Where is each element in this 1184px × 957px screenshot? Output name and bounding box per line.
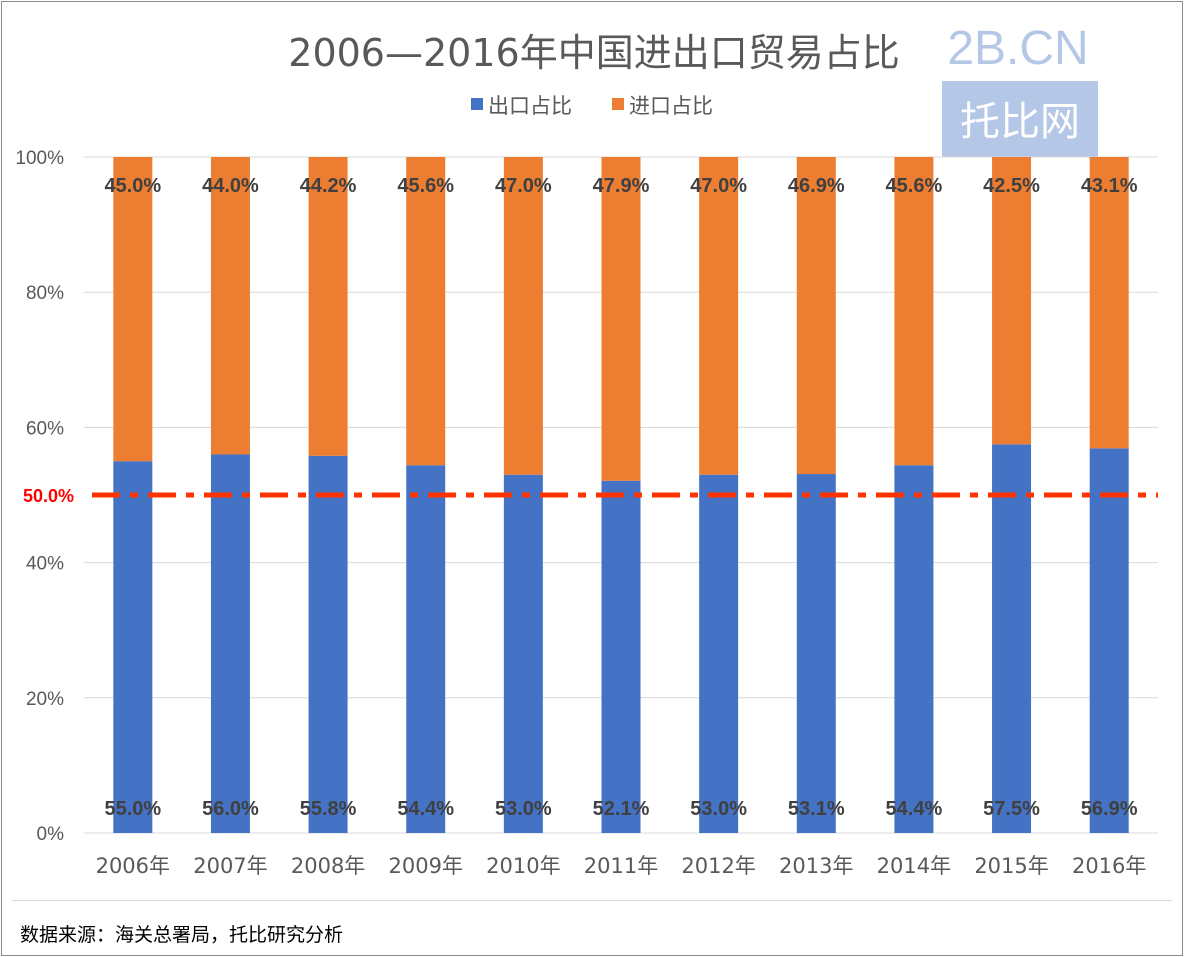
bar-export — [113, 461, 153, 833]
bar-export — [503, 474, 543, 833]
watermark-box-text: 托比网 — [960, 99, 1080, 145]
watermark-top-text: 2B.CN — [947, 22, 1088, 75]
bar-import — [992, 157, 1032, 445]
bar-export — [699, 474, 739, 833]
data-label-export: 55.8% — [300, 798, 357, 820]
bar-export — [796, 474, 836, 833]
data-label-export: 56.0% — [202, 798, 259, 820]
data-label-import: 43.1% — [1081, 175, 1138, 197]
y-tick-label: 20% — [26, 689, 64, 710]
x-tick-label: 2008年 — [291, 854, 365, 878]
bar-import — [894, 157, 934, 466]
bar-import — [308, 157, 348, 456]
bar-import — [210, 157, 250, 455]
chart-title: 2006—2016年中国进出口贸易占比 — [288, 31, 899, 75]
source-divider — [12, 900, 1172, 901]
data-label-import: 45.0% — [104, 175, 161, 197]
x-tick-label: 2015年 — [974, 854, 1048, 878]
x-axis: 2006年 2007年 2008年 2009年 2010年 2011年 2012年 2013年… — [96, 854, 1147, 878]
data-label-import: 45.6% — [397, 175, 454, 197]
bar-export — [210, 454, 250, 833]
legend-label-import: 进口占比 — [629, 94, 713, 118]
data-label-export: 57.5% — [983, 798, 1040, 820]
bar-export — [894, 465, 934, 833]
reference-line-group: 50.0% — [23, 486, 1158, 506]
watermark: 2B.CN 托比网 — [942, 22, 1098, 157]
x-tick-label: 2012年 — [681, 854, 755, 878]
watermark-box — [942, 81, 1098, 157]
y-tick-label: 60% — [26, 418, 64, 439]
bar-export — [308, 455, 348, 833]
y-tick-label: 100% — [15, 148, 64, 169]
data-label-export: 53.0% — [495, 798, 552, 820]
bar-import — [113, 157, 153, 462]
data-label-export: 54.4% — [886, 798, 943, 820]
source-note: 数据来源：海关总署局，托比研究分析 — [20, 924, 344, 946]
legend: 出口占比 进口占比 — [471, 94, 713, 118]
data-label-export: 54.4% — [397, 798, 454, 820]
bar-export — [406, 465, 446, 833]
data-label-import: 44.2% — [300, 175, 357, 197]
data-label-export: 52.1% — [593, 798, 650, 820]
data-label-export: 53.0% — [690, 798, 747, 820]
data-label-export: 56.9% — [1081, 798, 1138, 820]
bar-import — [796, 157, 836, 475]
bar-import — [1089, 157, 1129, 449]
data-labels: 55.0% 45.0% 56.0% 44.0% 55.8% 44.2% 54.4% 45.6%… — [104, 175, 1137, 820]
x-tick-label: 2009年 — [389, 854, 463, 878]
x-tick-label: 2016年 — [1072, 854, 1146, 878]
x-tick-label: 2010年 — [486, 854, 560, 878]
bar-import — [699, 157, 739, 475]
x-tick-label: 2006年 — [96, 854, 170, 878]
data-label-import: 47.0% — [495, 175, 552, 197]
bar-export — [1089, 448, 1129, 833]
legend-swatch-export — [471, 98, 483, 110]
data-label-export: 55.0% — [104, 798, 161, 820]
x-tick-label: 2007年 — [193, 854, 267, 878]
data-label-import: 44.0% — [202, 175, 259, 197]
data-label-export: 53.1% — [788, 798, 845, 820]
y-tick-label: 40% — [26, 554, 64, 575]
reference-line-label: 50.0% — [23, 486, 74, 506]
bar-export — [601, 480, 641, 833]
data-label-import: 47.0% — [690, 175, 747, 197]
data-label-import: 42.5% — [983, 175, 1040, 197]
bar-import — [601, 157, 641, 481]
y-tick-label: 0% — [37, 824, 65, 845]
data-label-import: 47.9% — [593, 175, 650, 197]
y-axis: 0% 20% 40% 60% 80% 100% — [15, 148, 64, 845]
data-label-import: 46.9% — [788, 175, 845, 197]
x-tick-label: 2013年 — [779, 854, 853, 878]
y-tick-label: 80% — [26, 283, 64, 304]
bar-import — [503, 157, 543, 475]
legend-swatch-import — [612, 98, 624, 110]
bar-import — [406, 157, 446, 466]
bar-export — [992, 444, 1032, 833]
x-tick-label: 2014年 — [877, 854, 951, 878]
legend-label-export: 出口占比 — [488, 94, 572, 118]
bars — [113, 157, 1129, 833]
data-label-import: 45.6% — [886, 175, 943, 197]
x-tick-label: 2011年 — [584, 854, 658, 878]
